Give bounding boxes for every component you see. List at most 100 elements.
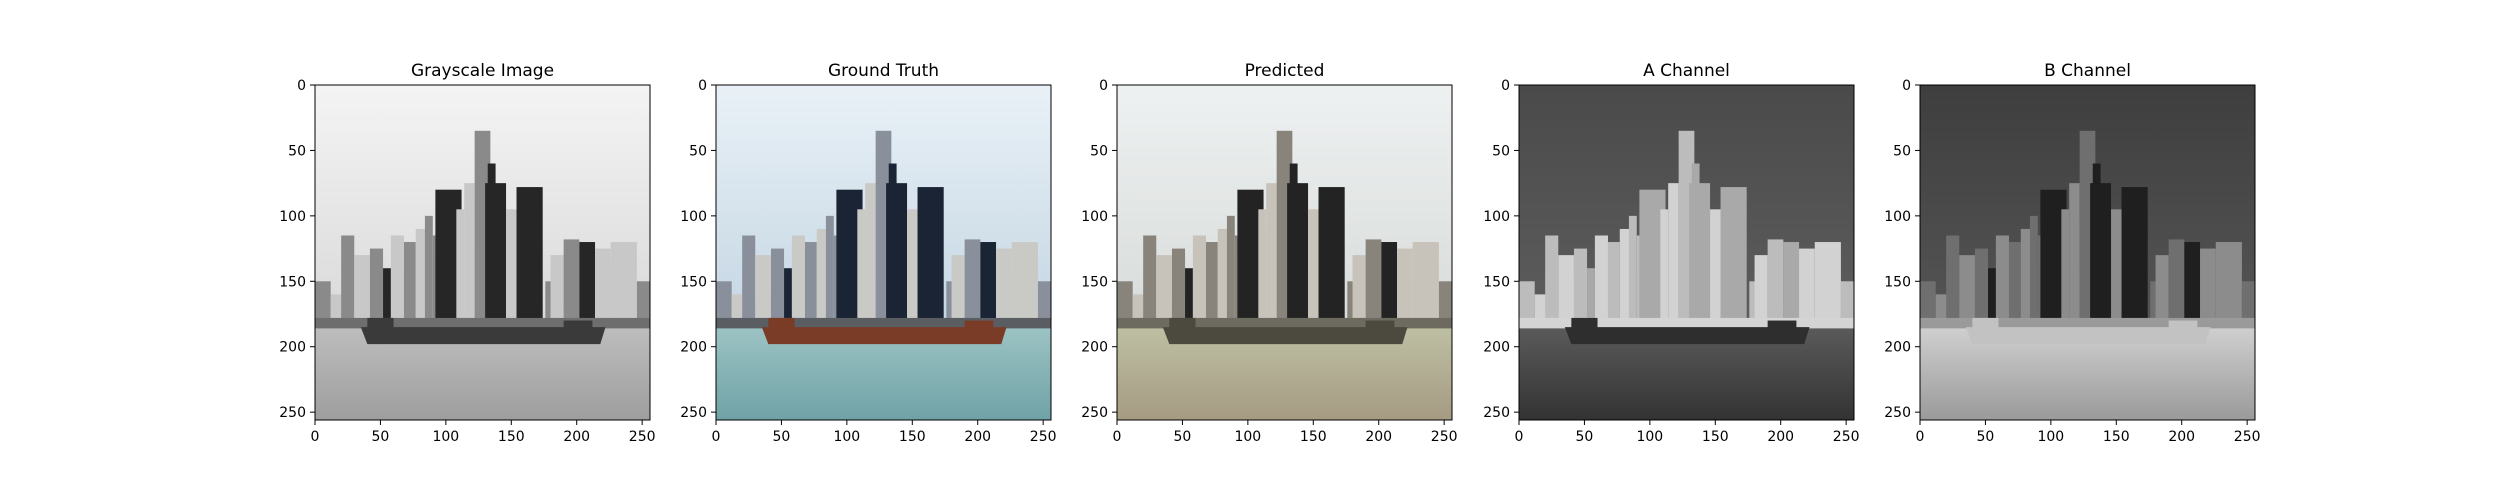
building bbox=[1545, 235, 1559, 328]
building bbox=[886, 183, 908, 328]
building bbox=[516, 187, 543, 328]
y-tick-label: 100 bbox=[1884, 209, 1911, 225]
ship-hull bbox=[1564, 327, 1810, 345]
y-tick-label: 150 bbox=[680, 274, 707, 290]
y-tick-label: 0 bbox=[698, 78, 707, 94]
ship-stern bbox=[2168, 320, 2198, 329]
building bbox=[1412, 242, 1439, 328]
building bbox=[1365, 239, 1382, 328]
ship-stern bbox=[1365, 320, 1395, 329]
building bbox=[506, 209, 520, 328]
building bbox=[1011, 242, 1038, 328]
building bbox=[1192, 235, 1206, 328]
building bbox=[1573, 248, 1588, 328]
building bbox=[2090, 183, 2112, 328]
building bbox=[2008, 242, 2021, 328]
y-tick-label: 0 bbox=[1902, 78, 1911, 94]
building bbox=[1628, 215, 1637, 328]
building bbox=[1287, 183, 1309, 328]
building bbox=[804, 242, 817, 328]
building bbox=[1438, 281, 1452, 328]
x-tick-label: 0 bbox=[311, 429, 320, 445]
x-tick-label: 250 bbox=[1431, 429, 1458, 445]
building bbox=[1814, 242, 1841, 328]
building bbox=[1519, 281, 1535, 328]
building bbox=[1783, 242, 1800, 328]
building bbox=[1754, 255, 1768, 328]
building bbox=[390, 235, 404, 328]
building bbox=[1710, 209, 1724, 328]
building bbox=[1840, 281, 1854, 328]
x-tick-label: 0 bbox=[712, 429, 721, 445]
x-tick-label: 50 bbox=[1576, 429, 1594, 445]
building bbox=[354, 255, 370, 328]
ship-stern bbox=[964, 320, 994, 329]
building bbox=[1959, 255, 1975, 328]
building bbox=[550, 255, 564, 328]
building bbox=[1352, 255, 1366, 328]
building bbox=[1988, 268, 1996, 328]
ship-hull bbox=[360, 327, 606, 345]
y-tick-label: 150 bbox=[279, 274, 306, 290]
image-color bbox=[716, 85, 1051, 420]
building bbox=[964, 239, 981, 328]
ship-stern bbox=[1767, 320, 1797, 329]
ship-hull bbox=[761, 327, 1007, 345]
x-tick-label: 50 bbox=[372, 429, 390, 445]
building bbox=[2155, 255, 2169, 328]
x-tick-label: 100 bbox=[432, 429, 459, 445]
x-tick-label: 250 bbox=[1833, 429, 1860, 445]
ship-bridge bbox=[768, 317, 795, 329]
building bbox=[579, 242, 596, 328]
building bbox=[1037, 281, 1051, 328]
building bbox=[2111, 209, 2125, 328]
y-tick-label: 150 bbox=[1884, 274, 1911, 290]
building bbox=[1660, 209, 1669, 328]
shoreline bbox=[1117, 317, 1452, 330]
building bbox=[1185, 268, 1193, 328]
building bbox=[1689, 183, 1711, 328]
building bbox=[742, 235, 756, 328]
panel-1: Grayscale Image 0 50 100 150 200 250 0 50 100 150 2… bbox=[279, 61, 655, 445]
y-tick-label: 200 bbox=[1884, 340, 1911, 356]
axes-frame bbox=[715, 84, 1052, 421]
building bbox=[315, 281, 331, 328]
x-tick-label: 100 bbox=[1636, 429, 1663, 445]
axes-frame bbox=[314, 84, 651, 421]
building bbox=[755, 255, 771, 328]
building bbox=[636, 281, 650, 328]
ship-bridge bbox=[1169, 317, 1196, 329]
y-tick-label: 250 bbox=[279, 405, 306, 421]
building bbox=[485, 183, 507, 328]
panel-title: A Channel bbox=[1643, 61, 1730, 81]
y-tick-label: 150 bbox=[1081, 274, 1108, 290]
x-tick-label: 200 bbox=[964, 429, 991, 445]
ship-stern bbox=[563, 320, 593, 329]
building bbox=[1594, 235, 1608, 328]
building bbox=[1558, 255, 1574, 328]
building bbox=[980, 242, 997, 328]
x-tick-label: 50 bbox=[1174, 429, 1192, 445]
ship-bridge bbox=[1571, 317, 1598, 329]
x-tick-label: 250 bbox=[629, 429, 656, 445]
building bbox=[857, 209, 866, 328]
building bbox=[1217, 228, 1230, 328]
building bbox=[2215, 242, 2242, 328]
building bbox=[2241, 281, 2255, 328]
building bbox=[341, 235, 355, 328]
x-tick-label: 150 bbox=[1702, 429, 1729, 445]
x-tick-label: 0 bbox=[1113, 429, 1122, 445]
panel-title: Ground Truth bbox=[828, 61, 939, 81]
y-tick-label: 200 bbox=[680, 340, 707, 356]
shoreline bbox=[315, 317, 650, 330]
building bbox=[2121, 187, 2148, 328]
panel-title: Predicted bbox=[1245, 61, 1325, 81]
building bbox=[1607, 242, 1620, 328]
building bbox=[1171, 248, 1186, 328]
building bbox=[816, 228, 829, 328]
building bbox=[415, 228, 428, 328]
building bbox=[1619, 228, 1632, 328]
x-tick-label: 50 bbox=[773, 429, 791, 445]
x-tick-label: 200 bbox=[563, 429, 590, 445]
